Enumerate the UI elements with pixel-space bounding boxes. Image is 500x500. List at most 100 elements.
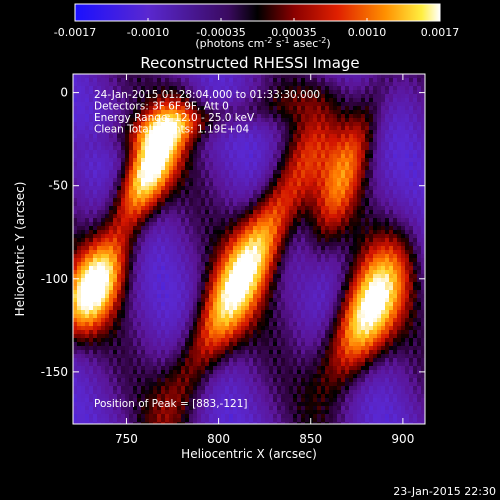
heatmap-cell [237, 214, 241, 218]
heatmap-cell [357, 142, 361, 146]
heatmap-cell [381, 194, 385, 198]
heatmap-cell [317, 250, 321, 254]
heatmap-cell [257, 222, 261, 226]
heatmap-cell [229, 226, 233, 230]
heatmap-cell [265, 290, 269, 294]
heatmap-cell [241, 122, 245, 126]
heatmap-cell [249, 254, 253, 258]
heatmap-cell [409, 154, 413, 158]
heatmap-cell [89, 94, 93, 98]
heatmap-cell [421, 170, 425, 174]
heatmap-cell [381, 258, 385, 262]
heatmap-cell [261, 282, 265, 286]
heatmap-cell [177, 158, 181, 162]
heatmap-cell [309, 174, 313, 178]
heatmap-cell [325, 202, 329, 206]
heatmap-cell [325, 90, 329, 94]
heatmap-cell [145, 298, 149, 302]
heatmap-cell [341, 282, 345, 286]
heatmap-cell [77, 174, 81, 178]
heatmap-cell [317, 262, 321, 266]
heatmap-cell [373, 170, 377, 174]
heatmap-cell [85, 174, 89, 178]
heatmap-cell [317, 206, 321, 210]
heatmap-cell [81, 266, 85, 270]
heatmap-cell [385, 194, 389, 198]
heatmap-cell [305, 234, 309, 238]
heatmap-cell [273, 230, 277, 234]
heatmap-cell [357, 130, 361, 134]
heatmap-cell [233, 142, 237, 146]
heatmap-cell [105, 130, 109, 134]
heatmap-cell [417, 254, 421, 258]
heatmap-cell [357, 274, 361, 278]
heatmap-cell [221, 102, 225, 106]
heatmap-cell [245, 246, 249, 250]
heatmap-cell [321, 110, 325, 114]
heatmap-cell [345, 110, 349, 114]
heatmap-cell [321, 286, 325, 290]
heatmap-cell [317, 198, 321, 202]
heatmap-cell [161, 222, 165, 226]
heatmap-cell [417, 102, 421, 106]
heatmap-cell [345, 182, 349, 186]
heatmap-cell [329, 286, 333, 290]
heatmap-cell [125, 82, 129, 86]
heatmap-cell [269, 286, 273, 290]
heatmap-cell [93, 286, 97, 290]
heatmap-cell [265, 182, 269, 186]
heatmap-cell [361, 154, 365, 158]
heatmap-cell [345, 206, 349, 210]
heatmap-cell [313, 250, 317, 254]
heatmap-cell [289, 114, 293, 118]
heatmap-cell [129, 138, 133, 142]
heatmap-cell [93, 282, 97, 286]
heatmap-cell [297, 142, 301, 146]
heatmap-cell [213, 190, 217, 194]
heatmap-cell [309, 166, 313, 170]
heatmap-cell [405, 154, 409, 158]
heatmap-cell [397, 90, 401, 94]
heatmap-cell [269, 114, 273, 118]
heatmap-cell [313, 270, 317, 274]
heatmap-cell [189, 106, 193, 110]
heatmap-cell [389, 74, 393, 78]
heatmap-cell [185, 154, 189, 158]
heatmap-cell [133, 118, 137, 122]
heatmap-cell [161, 282, 165, 286]
heatmap-cell [253, 254, 257, 258]
heatmap-cell [209, 262, 213, 266]
heatmap-cell [221, 242, 225, 246]
heatmap-cell [133, 190, 137, 194]
heatmap-cell [273, 258, 277, 262]
heatmap-cell [273, 182, 277, 186]
heatmap-cell [125, 258, 129, 262]
heatmap-cell [377, 166, 381, 170]
heatmap-cell [121, 178, 125, 182]
heatmap-cell [193, 142, 197, 146]
heatmap-cell [397, 286, 401, 290]
heatmap-cell [113, 230, 117, 234]
heatmap-cell [313, 102, 317, 106]
heatmap-cell [217, 174, 221, 178]
heatmap-cell [133, 122, 137, 126]
heatmap-cell [209, 194, 213, 198]
heatmap-cell [269, 274, 273, 278]
heatmap-cell [265, 246, 269, 250]
heatmap-cell [369, 278, 373, 282]
heatmap-cell [253, 246, 257, 250]
heatmap-cell [421, 210, 425, 214]
heatmap-cell [357, 290, 361, 294]
heatmap-cell [401, 146, 405, 150]
heatmap-cell [213, 258, 217, 262]
heatmap-cell [253, 134, 257, 138]
heatmap-cell [297, 254, 301, 258]
heatmap-cell [209, 250, 213, 254]
heatmap-cell [225, 274, 229, 278]
heatmap-cell [217, 154, 221, 158]
heatmap-cell [209, 146, 213, 150]
heatmap-cell [197, 290, 201, 294]
heatmap-cell [365, 82, 369, 86]
heatmap-cell [241, 298, 245, 302]
heatmap-cell [89, 106, 93, 110]
